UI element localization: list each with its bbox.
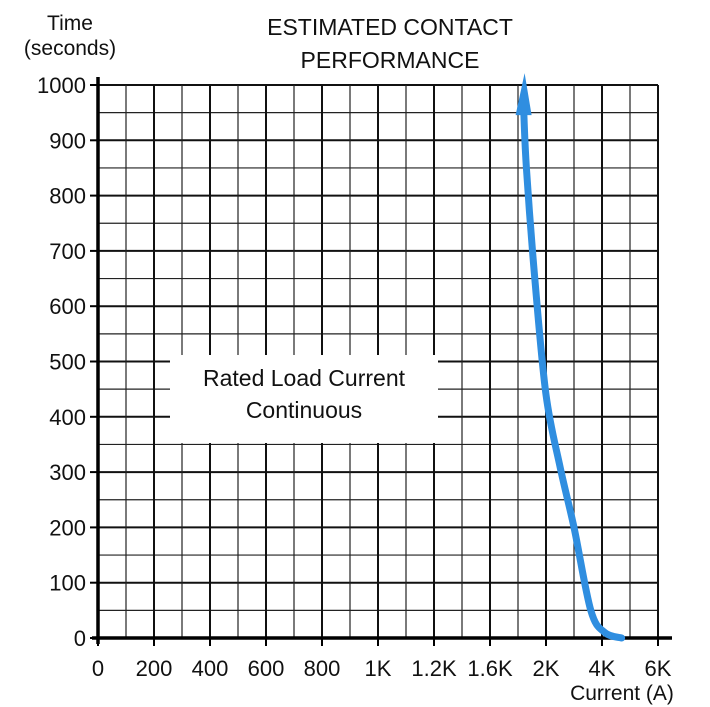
- grid: [97, 84, 659, 639]
- y-tick-label: 700: [49, 239, 86, 264]
- x-tick-label: 1.2K: [411, 656, 457, 681]
- title-line-1: ESTIMATED CONTACT: [267, 14, 513, 40]
- y-axis-label: Time (seconds): [24, 12, 116, 60]
- x-tick-label: 0: [92, 656, 104, 681]
- y-tick-label: 0: [74, 626, 86, 651]
- y-tick-label: 400: [49, 405, 86, 430]
- annotation-line-1: Rated Load Current: [203, 365, 406, 391]
- y-tick-labels: 0 100 200 300 400 500 600 700 800 900 1000: [37, 73, 86, 651]
- x-tick-label: 2K: [533, 656, 560, 681]
- x-tick-labels: 0 200 400 600 800 1K 1.2K 1.6K 2K 4K 6K: [92, 656, 672, 681]
- y-tick-label: 500: [49, 350, 86, 375]
- y-axis-label-line-2: (seconds): [24, 37, 116, 60]
- y-tick-label: 600: [49, 294, 86, 319]
- x-tick-label: 1.6K: [467, 656, 513, 681]
- series-line: [520, 103, 626, 642]
- series-arrowhead: [515, 73, 532, 116]
- x-tick-label: 800: [304, 656, 341, 681]
- x-tick-label: 400: [192, 656, 229, 681]
- x-tick-label: 4K: [589, 656, 616, 681]
- chart-title: ESTIMATED CONTACT PERFORMANCE: [267, 14, 513, 73]
- series-group: [515, 73, 626, 642]
- y-axis-label-line-1: Time: [47, 12, 93, 35]
- y-tick-label: 100: [49, 571, 86, 596]
- x-tick-label: 600: [248, 656, 285, 681]
- axes: [90, 77, 672, 646]
- y-tick-label: 200: [49, 515, 86, 540]
- annotation: Rated Load Current Continuous: [170, 355, 438, 443]
- x-tick-label: 1K: [365, 656, 392, 681]
- y-tick-label: 300: [49, 460, 86, 485]
- annotation-line-2: Continuous: [246, 397, 362, 423]
- y-tick-label: 900: [49, 128, 86, 153]
- y-tick-label: 800: [49, 184, 86, 209]
- x-axis-label: Current (A): [570, 682, 674, 705]
- x-tick-label: 6K: [645, 656, 672, 681]
- y-tick-label: 1000: [37, 73, 86, 98]
- x-tick-label: 200: [136, 656, 173, 681]
- annotation-box: [170, 355, 438, 443]
- title-line-2: PERFORMANCE: [301, 47, 480, 73]
